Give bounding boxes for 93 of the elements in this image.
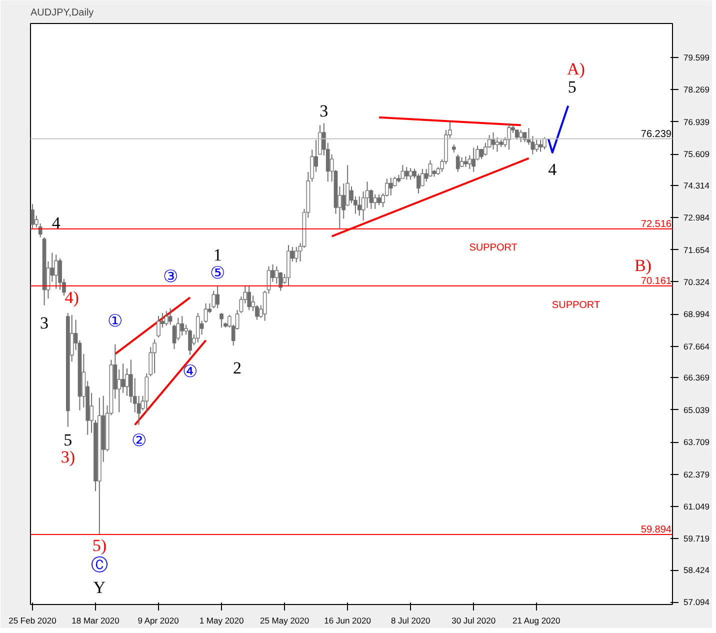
candlestick (156, 315, 160, 338)
candlestick (542, 136, 546, 150)
candlestick (456, 154, 460, 172)
ref-line-label: 72.516 (640, 218, 672, 230)
annotation: A) (567, 59, 585, 78)
candlestick (54, 254, 58, 290)
candlestick (388, 177, 393, 196)
annotation: ② (131, 431, 146, 450)
candlestick (30, 204, 34, 229)
y-tick-label: 72.984 (684, 212, 710, 223)
annotation: 3 (320, 102, 328, 121)
y-tick-label: 74.314 (684, 180, 710, 190)
annotation: 5) (92, 536, 107, 556)
y-tick-label: 59.719 (684, 534, 710, 544)
candlestick (188, 328, 192, 356)
candlestick (164, 310, 168, 326)
candlestick (247, 285, 252, 311)
candlestick (408, 168, 413, 180)
x-tick-label: 1 May 2020 (199, 616, 244, 626)
candlestick (357, 196, 362, 216)
candlestick (121, 363, 125, 394)
annotation: 1 (213, 246, 222, 265)
annotation: SUPPORT (552, 300, 600, 311)
candlestick (495, 136, 500, 152)
annotation: 4 (548, 160, 558, 179)
annotation: 4) (64, 288, 79, 308)
candlestick (196, 312, 200, 343)
y-tick-label: 76.939 (684, 116, 710, 127)
annotation: 3) (60, 448, 76, 467)
y-tick-label: 70.324 (684, 276, 710, 287)
annotation: Y (93, 578, 106, 598)
candlestick (168, 308, 172, 326)
candlestick (216, 285, 220, 309)
x-tick-label: 16 Jun 2020 (324, 616, 372, 626)
annotation: SUPPORT (469, 242, 518, 254)
ref-line-label: 76.239 (640, 128, 672, 140)
x-tick-label: 9 Apr 2020 (138, 616, 180, 626)
candlestick (428, 160, 432, 178)
candlestick (538, 139, 542, 152)
annotation: 3 (40, 314, 49, 333)
annotation: B) (634, 256, 652, 275)
x-tick-label: 18 Mar 2020 (72, 616, 120, 626)
candlestick (472, 147, 476, 172)
candlestick (212, 290, 216, 309)
y-tick-label: 62.379 (684, 469, 710, 480)
ref-line-label: 59.894 (640, 524, 672, 536)
candlestick (416, 173, 420, 194)
candlestick (373, 194, 378, 210)
annotation: 5 (568, 77, 576, 96)
annotation: ③ (162, 266, 178, 286)
candlestick (491, 132, 496, 150)
candlestick (400, 164, 405, 180)
candlestick (361, 191, 366, 222)
y-tick-label: 58.424 (684, 565, 710, 576)
y-tick-label: 71.654 (684, 244, 710, 255)
annotation: 4 (52, 213, 61, 232)
y-tick-label: 66.369 (684, 372, 710, 383)
ref-line-label: 70.161 (640, 276, 672, 287)
candlestick (483, 142, 488, 156)
candlestick (404, 166, 409, 180)
y-tick-label: 67.664 (684, 341, 710, 352)
annotation: ① (108, 311, 123, 330)
x-tick-label: 25 Feb 2020 (8, 616, 57, 626)
annotation: 2 (233, 358, 242, 378)
annotation: Ⓒ (90, 556, 108, 575)
candlestick (534, 139, 539, 152)
x-tick-label: 8 Jul 2020 (390, 616, 430, 626)
y-tick-label: 57.094 (684, 597, 710, 608)
candlestick (518, 130, 523, 143)
candlestick (125, 368, 129, 396)
x-tick-label: 30 Jul 2020 (452, 616, 496, 626)
candlestick (377, 194, 381, 206)
y-tick-label: 63.709 (684, 437, 710, 448)
candlestick (294, 246, 298, 263)
candlestick (152, 338, 156, 374)
y-tick-label: 75.609 (684, 149, 710, 160)
candlestick (468, 154, 472, 170)
x-tick-label: 21 Aug 2020 (512, 616, 561, 626)
annotation: ④ (182, 362, 198, 381)
candlestick (464, 156, 468, 168)
y-tick-label: 65.039 (684, 404, 710, 415)
candlestick (507, 122, 511, 150)
chart-title: AUDJPY,Daily (30, 8, 94, 18)
y-tick-label: 79.599 (684, 52, 710, 62)
y-tick-label: 78.269 (684, 84, 710, 95)
x-tick-label: 25 May 2020 (260, 616, 310, 626)
y-tick-label: 68.994 (684, 309, 710, 320)
y-tick-label: 61.049 (684, 501, 710, 512)
candlestick (460, 156, 464, 168)
candlestick (180, 315, 184, 336)
annotation: 5 (64, 430, 72, 450)
annotation: ⑤ (210, 264, 226, 283)
candlestick (220, 312, 224, 328)
